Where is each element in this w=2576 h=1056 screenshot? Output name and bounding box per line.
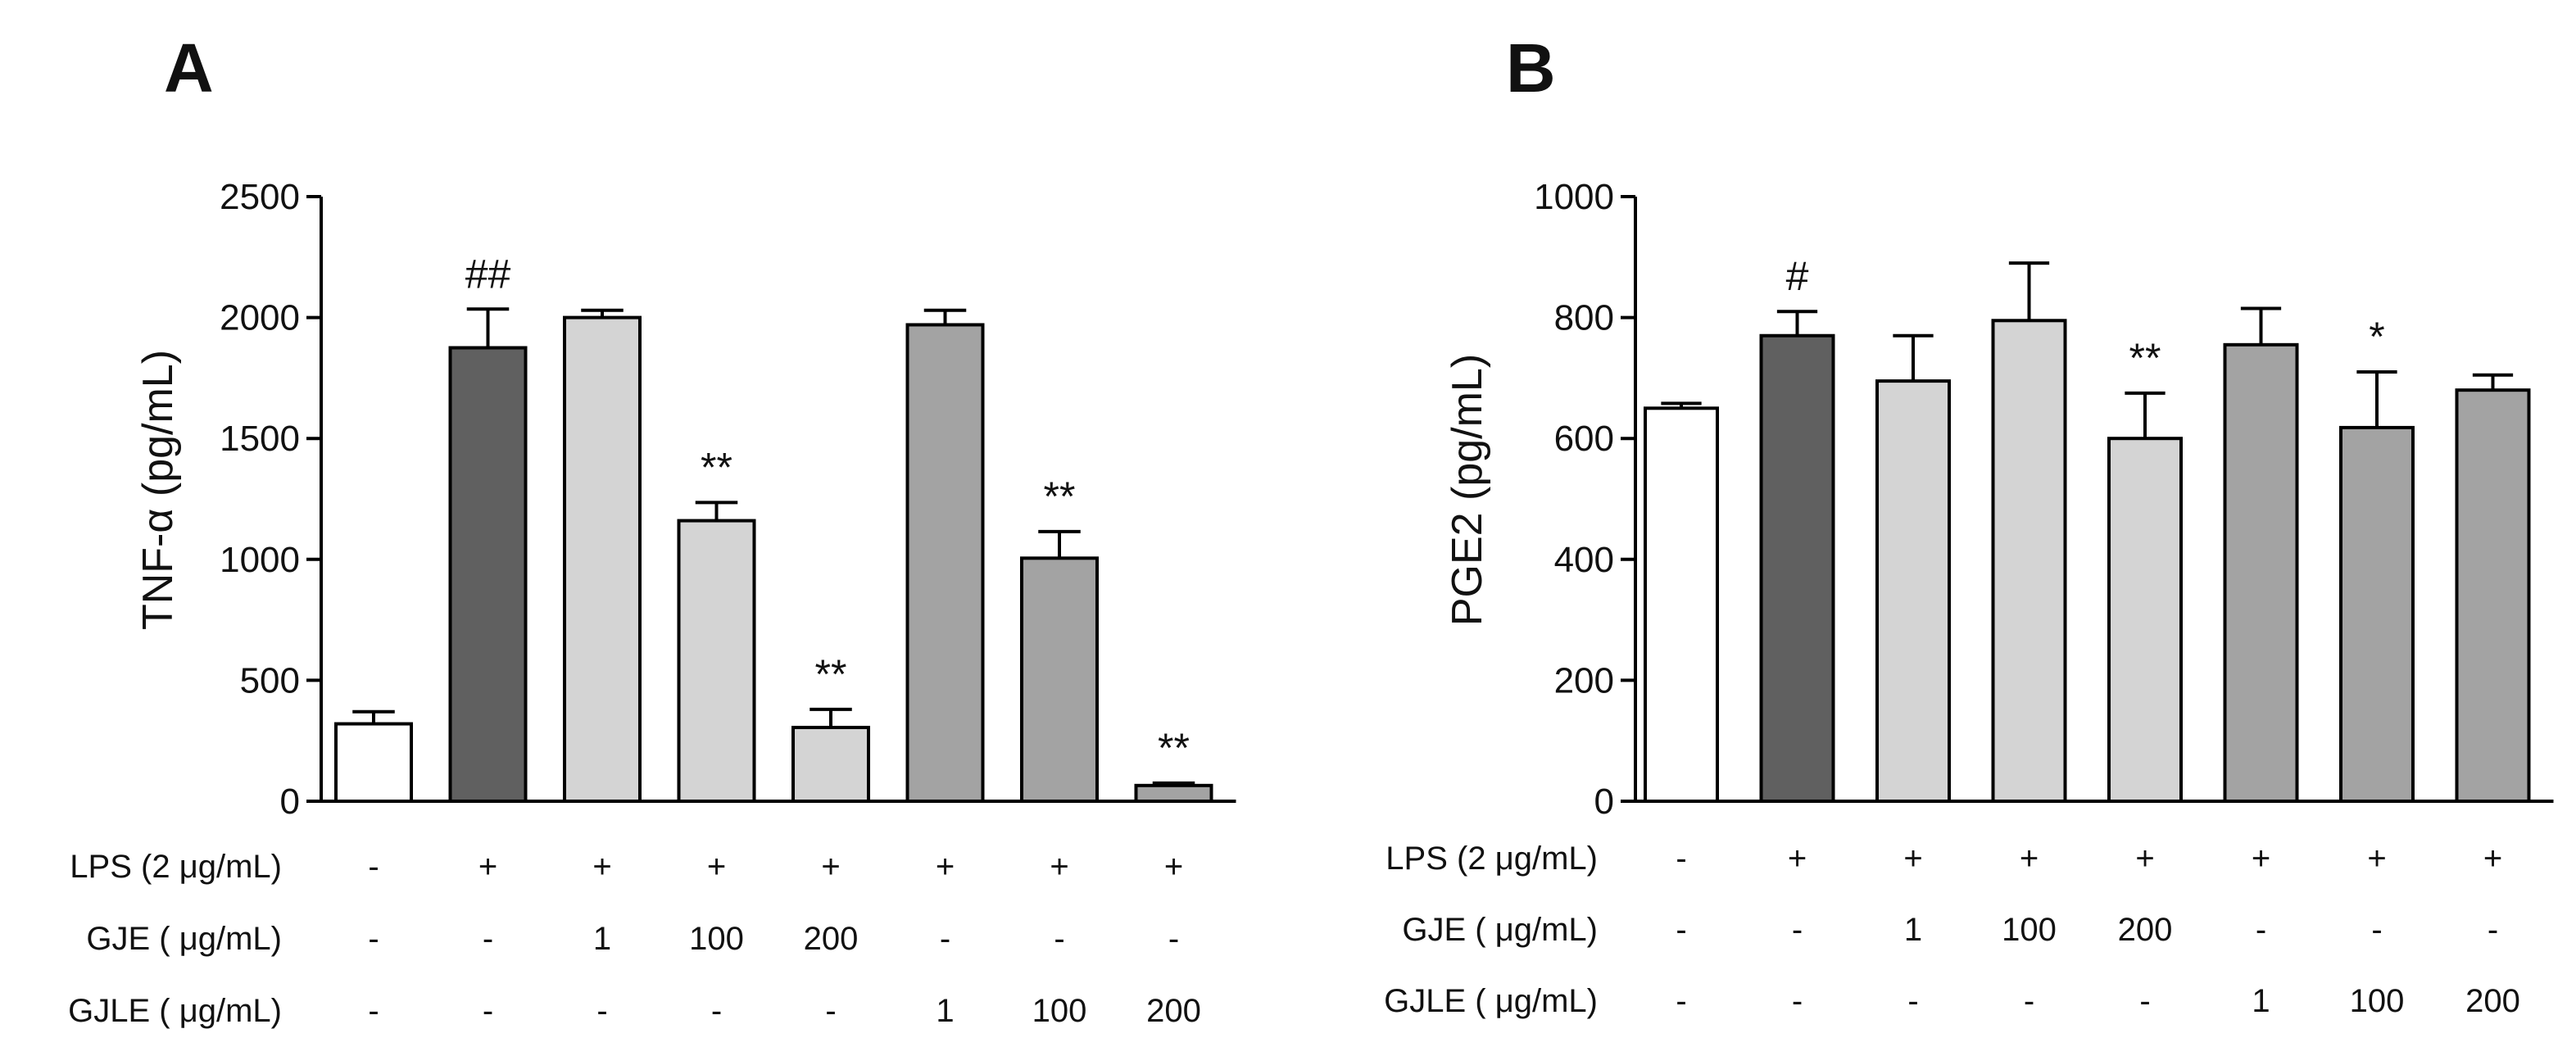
significance-label: * [2369, 314, 2384, 360]
condition-value: + [1164, 849, 1183, 885]
bar [448, 346, 528, 803]
condition-value: - [1054, 921, 1064, 957]
bar [1991, 319, 2067, 804]
condition-value: 200 [2465, 983, 2520, 1019]
condition-value: + [2483, 841, 2502, 877]
condition-value: 1 [593, 921, 611, 957]
significance-label: ** [2129, 335, 2161, 381]
condition-value: - [483, 993, 493, 1029]
significance-label: # [1786, 253, 1809, 299]
condition-value: - [2139, 983, 2150, 1019]
condition-value: 100 [689, 921, 744, 957]
condition-value: - [711, 993, 722, 1029]
condition-value: 100 [2002, 912, 2057, 948]
bar [2455, 388, 2531, 803]
condition-value: - [368, 849, 379, 885]
significance-label: ** [701, 444, 732, 490]
condition-value: + [2020, 841, 2039, 877]
bar [2223, 342, 2299, 803]
condition-value: + [936, 849, 955, 885]
condition-value: 1 [2252, 983, 2270, 1019]
condition-value: + [2252, 841, 2270, 877]
condition-label-lps: LPS (2 μg/mL) [1386, 841, 1598, 877]
panel-a: A TNF-α (pg/mL) 0 500 1000 1500 2000 2500 - - - #… [68, 29, 1236, 1029]
bar [1020, 556, 1099, 803]
condition-value: - [825, 993, 836, 1029]
plot-area: 0 200 400 600 800 1000 - - - # + - - +1 - +100 - ** +200 - +… [1534, 177, 2554, 1019]
condition-value: + [2367, 841, 2386, 877]
panel-letter: A [164, 29, 214, 107]
bar [2339, 425, 2415, 804]
condition-value: - [1792, 983, 1803, 1019]
condition-value: - [2488, 912, 2498, 948]
bar [791, 725, 870, 803]
significance-label: ** [1044, 474, 1076, 519]
y-axis-title: PGE2 (pg/mL) [1444, 354, 1491, 626]
condition-label-gjle: GJLE ( μg/mL) [1384, 983, 1598, 1019]
condition-value: + [2135, 841, 2154, 877]
y-tick-label: 1000 [1534, 177, 1614, 217]
bar [1644, 406, 1719, 803]
y-tick-label: 500 [240, 660, 300, 700]
y-tick-label: 200 [1554, 660, 1614, 700]
bar [905, 323, 985, 803]
condition-value: 200 [2118, 912, 2173, 948]
condition-value: 100 [2350, 983, 2405, 1019]
significance-label: ## [465, 251, 511, 297]
condition-value: - [1676, 841, 1686, 877]
panel-letter: B [1506, 29, 1556, 107]
condition-value: + [1788, 841, 1807, 877]
condition-value: 100 [1032, 993, 1087, 1029]
condition-value: - [368, 921, 379, 957]
condition-label-gje: GJE ( μg/mL) [86, 921, 282, 957]
condition-value: 200 [804, 921, 859, 957]
condition-value: - [1792, 912, 1803, 948]
y-tick-label: 800 [1554, 298, 1614, 338]
condition-value: + [707, 849, 726, 885]
y-tick-label: 0 [1594, 782, 1614, 822]
condition-value: 1 [1904, 912, 1922, 948]
y-axis-title: TNF-α (pg/mL) [134, 350, 182, 630]
condition-value: - [596, 993, 607, 1029]
condition-value: + [592, 849, 611, 885]
plot-area: 0 500 1000 1500 2000 2500 - - - ## + - - +1 - ** +100 - **… [220, 177, 1236, 1029]
bar [1875, 379, 1951, 803]
condition-value: + [478, 849, 497, 885]
condition-value: - [483, 921, 493, 957]
condition-value: - [940, 921, 950, 957]
condition-value: - [2371, 912, 2382, 948]
condition-label-gjle: GJLE ( μg/mL) [68, 993, 282, 1029]
condition-value: 1 [936, 993, 954, 1029]
condition-label-gje: GJE ( μg/mL) [1402, 912, 1598, 948]
bar [1134, 783, 1213, 804]
y-tick-label: 2500 [220, 177, 300, 217]
condition-value: - [2024, 983, 2034, 1019]
condition-label-lps: LPS (2 μg/mL) [70, 849, 282, 885]
condition-value: + [1903, 841, 1922, 877]
bar [563, 315, 642, 804]
y-tick-label: 2000 [220, 298, 300, 338]
significance-label: ** [1158, 725, 1190, 771]
significance-label: ** [815, 651, 847, 697]
bar [2107, 437, 2183, 803]
condition-value: - [2256, 912, 2266, 948]
y-tick-label: 1000 [220, 540, 300, 580]
condition-value: - [1907, 983, 1918, 1019]
condition-value: + [1050, 849, 1068, 885]
panel-b: B PGE2 (pg/mL) 0 200 400 600 800 1000 - - - # + - - +… [1384, 29, 2554, 1019]
bar [334, 722, 413, 804]
bar [1759, 333, 1835, 803]
y-tick-label: 1500 [220, 419, 300, 459]
y-tick-label: 400 [1554, 540, 1614, 580]
y-tick-label: 0 [280, 782, 300, 822]
bar [677, 519, 756, 803]
condition-value: + [821, 849, 840, 885]
condition-value: - [1676, 983, 1686, 1019]
condition-value: 200 [1146, 993, 1201, 1029]
condition-value: - [1168, 921, 1179, 957]
y-tick-label: 600 [1554, 419, 1614, 459]
condition-value: - [368, 993, 379, 1029]
condition-value: - [1676, 912, 1686, 948]
